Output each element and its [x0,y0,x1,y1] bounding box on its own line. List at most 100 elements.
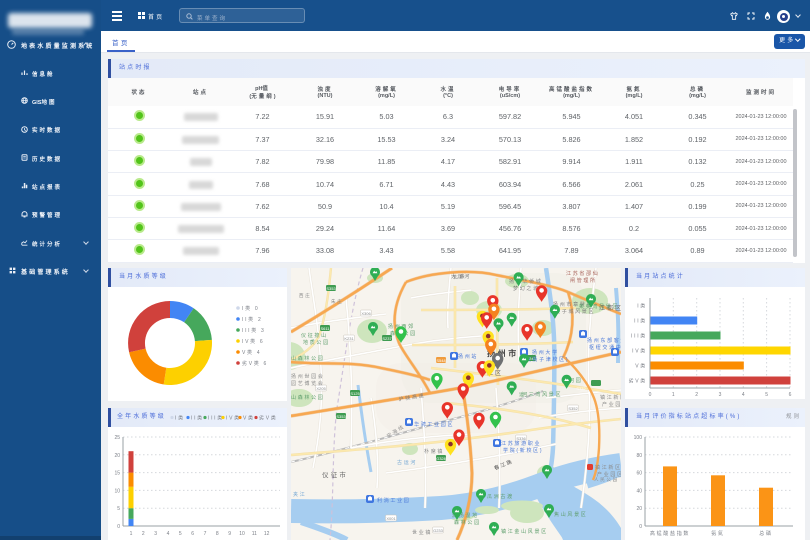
svg-text:江苏省邵仙: 江苏省邵仙 [566,270,600,277]
svg-text:枢纽交通中心: 枢纽交通中心 [589,344,621,351]
svg-text:9: 9 [228,531,231,537]
svg-text:学院(新校区): 学院(新校区) [503,447,543,454]
svg-text:12: 12 [264,531,270,537]
svg-text:0: 0 [649,392,652,398]
svg-text:X306: X306 [361,311,371,316]
svg-text:产业园区: 产业园区 [597,471,621,478]
svg-text:25: 25 [114,435,120,441]
svg-text:焦山风景区: 焦山风景区 [554,511,588,518]
svg-text:闸管理所: 闸管理所 [570,277,597,284]
svg-text:劣V类: 劣V类 [259,415,277,422]
svg-text:利淌工业园: 利淌工业园 [377,497,411,504]
svg-text:V类: V类 [635,363,647,370]
svg-text:朱庄: 朱庄 [331,298,343,305]
svg-text:S548: S548 [436,358,446,363]
svg-text:山森林公园: 山森林公园 [291,355,325,362]
svg-text:镇江新区: 镇江新区 [595,464,621,471]
svg-text:80: 80 [636,453,642,459]
svg-text:4: 4 [742,392,745,398]
svg-text:6: 6 [789,392,792,398]
svg-text:1: 1 [130,531,133,537]
svg-text:沪陕高速: 沪陕高速 [398,392,426,403]
svg-text:S237: S237 [382,336,392,341]
svg-text:S243: S243 [526,356,536,361]
svg-text:地质公园: 地质公园 [303,339,330,346]
svg-text:4: 4 [167,531,170,537]
svg-text:镇江金山风景区: 镇江金山风景区 [501,528,548,535]
svg-text:V类 4: V类 4 [242,349,261,356]
svg-text:扬州市章癸风: 扬州市章癸风 [553,301,593,308]
svg-text:20: 20 [114,453,120,459]
svg-text:大运河: 大运河 [451,273,471,280]
svg-text:S353: S353 [326,286,336,291]
svg-text:15: 15 [114,471,120,477]
svg-text:氨氮: 氨氮 [711,530,724,537]
svg-text:5: 5 [117,506,120,512]
svg-text:5: 5 [765,392,768,398]
svg-text:仪征市: 仪征市 [322,470,348,479]
svg-text:夹江: 夹江 [293,491,306,498]
svg-text:园艺博览会: 园艺博览会 [291,380,325,387]
svg-text:扬州东部客运: 扬州东部客运 [587,337,621,344]
svg-text:I类: I类 [175,415,185,422]
svg-text:森林公园: 森林公园 [454,519,481,526]
svg-text:梦幻之城: 梦幻之城 [513,285,540,292]
svg-text:G233: G233 [433,528,444,533]
svg-text:6: 6 [191,531,194,537]
svg-text:K231: K231 [344,336,354,341]
svg-text:璇子城风景区: 璇子城风景区 [555,308,595,315]
svg-text:S611: S611 [320,326,330,331]
svg-text:100: 100 [634,435,643,441]
svg-text:润扬湿地: 润扬湿地 [452,512,479,519]
svg-text:茱萸湾风景区: 茱萸湾风景区 [579,303,619,310]
svg-text:III类 3: III类 3 [242,327,266,334]
svg-text:镇江新区: 镇江新区 [600,394,621,401]
svg-text:劣V类 6: 劣V类 6 [242,360,268,367]
svg-text:10: 10 [114,488,120,494]
svg-text:5: 5 [179,531,182,537]
svg-text:IV类: IV类 [632,348,647,355]
svg-text:运河三湾风景区: 运河三湾风景区 [519,391,562,398]
svg-text:G328: G328 [436,456,447,461]
svg-text:仪征捺山: 仪征捺山 [301,332,328,339]
svg-text:40: 40 [636,488,642,494]
svg-text:X205: X205 [316,386,326,391]
svg-text:8: 8 [216,531,219,537]
svg-text:西庄: 西庄 [299,292,311,299]
svg-text:I类: I类 [637,303,647,310]
svg-text:III类: III类 [208,415,224,422]
svg-text:II类: II类 [634,318,647,325]
svg-text:10: 10 [239,531,245,537]
svg-text:2: 2 [142,531,145,537]
svg-text:扬州市: 扬州市 [487,348,519,358]
svg-text:何园: 何园 [569,377,582,384]
svg-text:S336: S336 [516,436,526,441]
svg-text:朴席镇: 朴席镇 [424,448,444,455]
svg-text:7: 7 [204,531,207,537]
svg-text:江都区: 江都区 [599,304,621,312]
svg-text:V类: V类 [243,415,255,422]
svg-text:II类: II类 [191,415,204,422]
svg-text:1: 1 [672,392,675,398]
svg-text:11: 11 [252,531,257,537]
svg-text:华骋工业园区: 华骋工业园区 [414,421,454,428]
svg-text:I类 0: I类 0 [242,305,259,312]
svg-text:扬州大学: 扬州大学 [532,349,559,356]
svg-text:0: 0 [639,524,642,530]
svg-text:IV类: IV类 [226,415,241,422]
svg-text:III类: III类 [631,333,647,340]
svg-text:古运河: 古运河 [397,459,417,466]
svg-text:扬州站: 扬州站 [458,353,478,360]
svg-text:S125: S125 [350,391,360,396]
svg-text:产业园区: 产业园区 [602,401,621,408]
svg-text:劣V类: 劣V类 [629,378,647,385]
svg-text:人民公园: 人民公园 [594,477,619,483]
svg-text:北路: 北路 [452,273,466,281]
svg-text:60: 60 [636,471,642,477]
svg-text:世业镇: 世业镇 [412,529,432,536]
svg-text:S332: S332 [576,386,586,391]
svg-text:X001: X001 [386,516,396,521]
svg-text:(扬子津校区): (扬子津校区) [529,356,569,363]
svg-text:20: 20 [636,506,642,512]
svg-text:山森林公园: 山森林公园 [291,394,325,401]
